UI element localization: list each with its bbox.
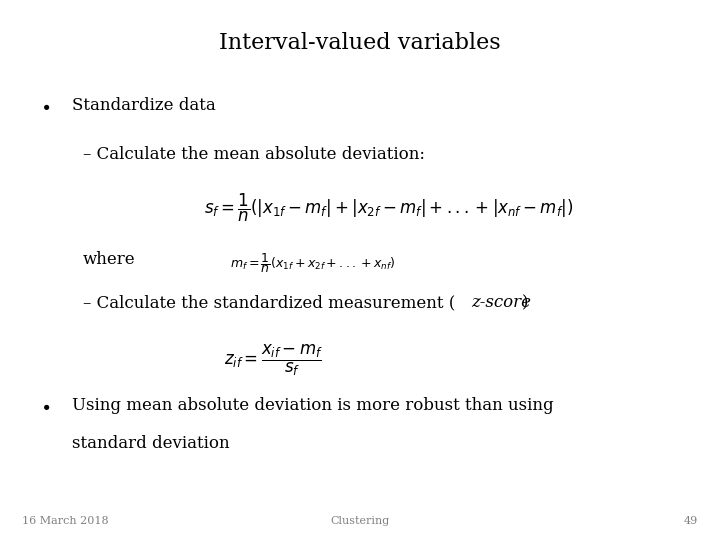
Text: standard deviation: standard deviation xyxy=(72,435,230,451)
Text: z-score: z-score xyxy=(472,294,531,311)
Text: – Calculate the mean absolute deviation:: – Calculate the mean absolute deviation: xyxy=(83,146,425,163)
Text: Standardize data: Standardize data xyxy=(72,97,216,114)
Text: Using mean absolute deviation is more robust than using: Using mean absolute deviation is more ro… xyxy=(72,397,554,414)
Text: Clustering: Clustering xyxy=(330,516,390,526)
Text: $m_{f} = \dfrac{1}{n}(x_{1f}+x_{2f}+...+x_{nf})$: $m_{f} = \dfrac{1}{n}(x_{1f}+x_{2f}+...+… xyxy=(230,251,396,275)
Text: Interval-valued variables: Interval-valued variables xyxy=(219,32,501,55)
Text: where: where xyxy=(83,251,135,268)
Text: ): ) xyxy=(522,294,528,311)
Text: $z_{if} = \dfrac{x_{if}-m_{f}}{s_{f}}$: $z_{if} = \dfrac{x_{if}-m_{f}}{s_{f}}$ xyxy=(224,343,323,378)
Text: 49: 49 xyxy=(684,516,698,526)
Text: $s_{f} = \dfrac{1}{n}(|x_{1f}-m_{f}|+|x_{2f}-m_{f}|+...+|x_{nf}-m_{f}|)$: $s_{f} = \dfrac{1}{n}(|x_{1f}-m_{f}|+|x_… xyxy=(204,192,574,224)
Text: $\bullet$: $\bullet$ xyxy=(40,97,50,115)
Text: 16 March 2018: 16 March 2018 xyxy=(22,516,108,526)
Text: $\bullet$: $\bullet$ xyxy=(40,397,50,415)
Text: – Calculate the standardized measurement (: – Calculate the standardized measurement… xyxy=(83,294,455,311)
